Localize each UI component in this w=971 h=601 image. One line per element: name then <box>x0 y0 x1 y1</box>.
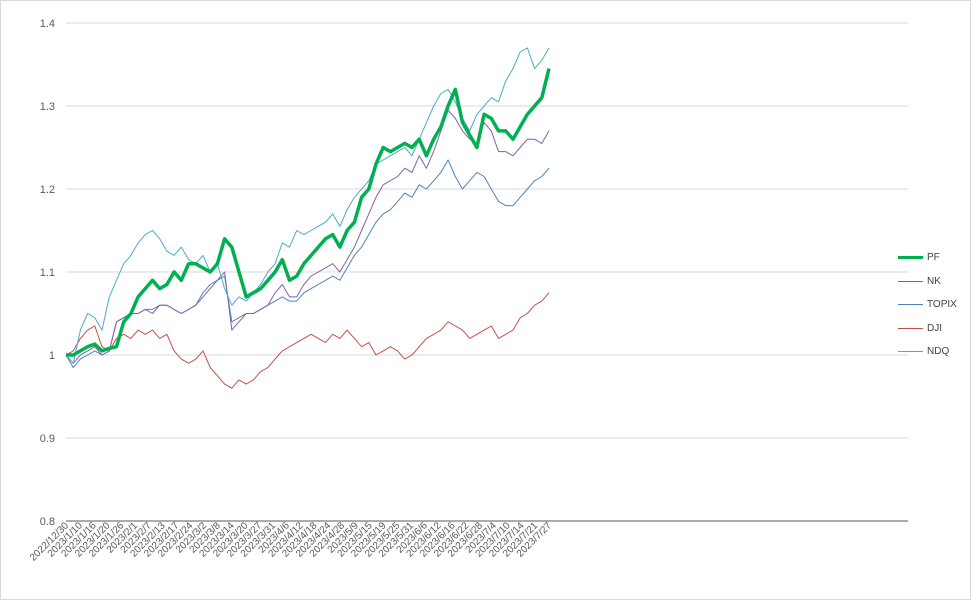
legend-swatch-dji <box>898 327 923 329</box>
y-tick-label: 0.9 <box>40 433 55 445</box>
legend-label-pf: PF <box>927 252 940 264</box>
legend-label-nk: NK <box>927 275 941 287</box>
series-line-ndq <box>65 47 550 364</box>
y-tick-label: 0.8 <box>40 516 55 528</box>
series-line-topix <box>65 159 550 368</box>
series-line-dji <box>65 292 550 389</box>
y-tick-label: 1.4 <box>40 18 55 30</box>
series-line-pf <box>66 68 551 357</box>
legend-swatch-pf <box>898 256 923 260</box>
legend-swatch-ndq <box>898 351 923 353</box>
series-line-nk <box>65 109 550 364</box>
legend-item-nk: NK <box>898 270 957 294</box>
y-tick-label: 1 <box>49 350 55 362</box>
y-axis-labels: 0.8 0.9 1 1.1 1.2 1.3 1.4 <box>40 18 55 528</box>
legend-item-ndq: NDQ <box>898 340 957 364</box>
y-tick-label: 1.2 <box>40 184 55 196</box>
y-tick-label: 1.3 <box>40 101 55 113</box>
series-lines <box>65 47 551 389</box>
legend-swatch-topix <box>898 304 923 306</box>
x-axis-labels: 2022/12/302023/1/102023/1/162023/1/20202… <box>28 520 554 563</box>
legend-label-dji: DJI <box>927 322 942 334</box>
legend-item-dji: DJI <box>898 317 957 341</box>
legend-label-ndq: NDQ <box>927 346 950 358</box>
legend-item-pf: PF <box>898 246 957 270</box>
legend-label-topix: TOPIX <box>927 299 957 311</box>
legend-item-topix: TOPIX <box>898 293 957 317</box>
y-tick-label: 1.1 <box>40 267 55 279</box>
legend-swatch-nk <box>898 280 923 282</box>
legend: PF NK TOPIX DJI NDQ <box>898 246 957 364</box>
gridlines <box>66 22 908 522</box>
